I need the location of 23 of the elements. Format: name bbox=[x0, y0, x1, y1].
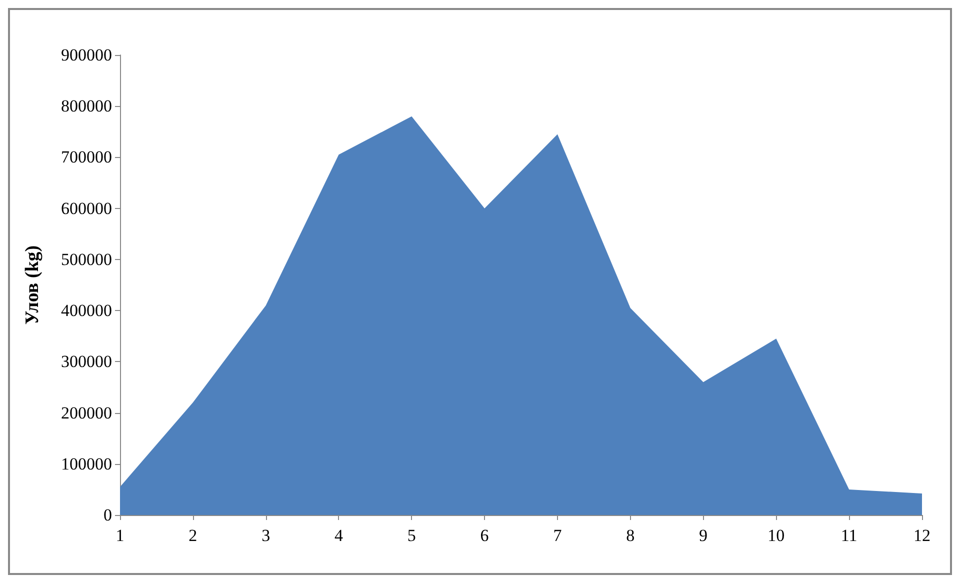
y-tick-label: 0 bbox=[104, 506, 112, 524]
y-tick-label: 100000 bbox=[61, 454, 112, 474]
x-tick-label: 2 bbox=[188, 526, 198, 545]
x-tick-label: 6 bbox=[480, 526, 489, 545]
y-tick-label: 200000 bbox=[61, 403, 112, 422]
y-tick-label: 400000 bbox=[61, 301, 112, 320]
x-tick-label: 12 bbox=[914, 526, 930, 545]
x-tick-label: 3 bbox=[262, 526, 270, 545]
y-tick-label: 300000 bbox=[61, 352, 112, 372]
y-tick-label: 900000 bbox=[61, 46, 112, 64]
y-axis-title: Улов (kg) bbox=[22, 245, 43, 325]
y-tick-label: 600000 bbox=[61, 198, 112, 218]
x-tick-label: 10 bbox=[768, 526, 785, 545]
x-tick-label: 5 bbox=[407, 526, 416, 545]
y-tick-label: 500000 bbox=[61, 250, 112, 269]
x-tick-label: 1 bbox=[116, 526, 124, 545]
x-tick-label: 9 bbox=[699, 526, 708, 545]
y-tick-label: 700000 bbox=[61, 148, 112, 167]
x-tick-label: 4 bbox=[334, 526, 344, 545]
x-tick-label: 8 bbox=[626, 526, 635, 545]
x-tick-label: 11 bbox=[840, 526, 858, 545]
x-tick-label: 7 bbox=[553, 526, 562, 545]
y-tick-label: 800000 bbox=[61, 96, 112, 116]
